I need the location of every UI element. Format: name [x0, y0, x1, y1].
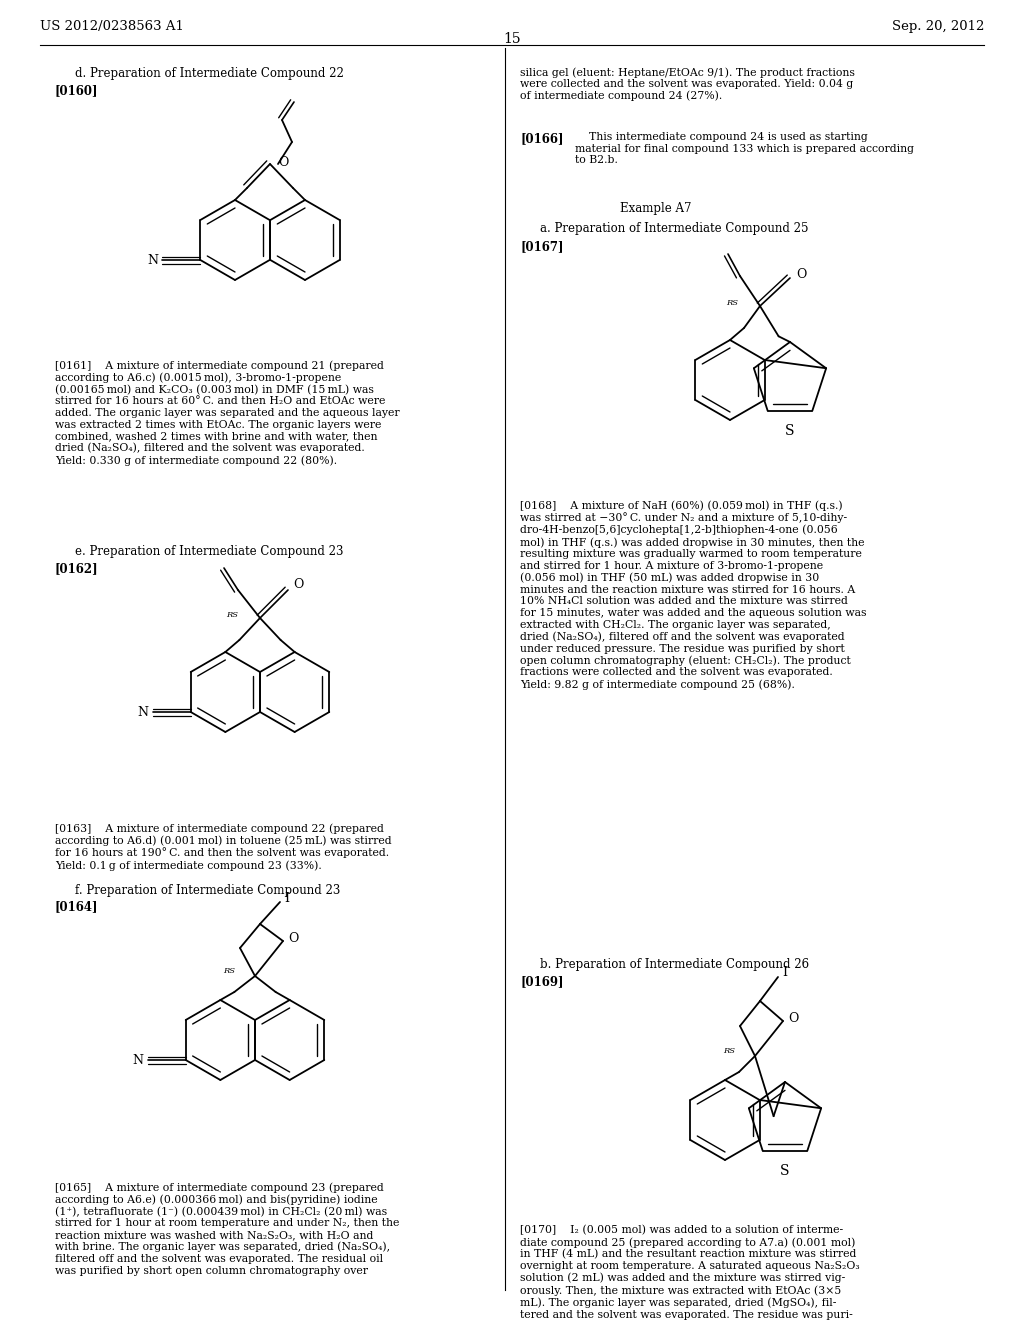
Text: O: O: [788, 1012, 799, 1026]
Text: [0164]: [0164]: [55, 900, 98, 913]
Text: [0160]: [0160]: [55, 84, 98, 96]
Text: d. Preparation of Intermediate Compound 22: d. Preparation of Intermediate Compound …: [75, 67, 344, 81]
Text: 15: 15: [503, 32, 521, 46]
Text: RS: RS: [726, 300, 738, 308]
Text: RS: RS: [226, 611, 238, 619]
Text: RS: RS: [223, 968, 234, 975]
Text: e. Preparation of Intermediate Compound 23: e. Preparation of Intermediate Compound …: [75, 545, 343, 558]
Text: [0168]    A mixture of NaH (60%) (0.059 mol) in THF (q.s.)
was stirred at −30° C: [0168] A mixture of NaH (60%) (0.059 mol…: [520, 500, 866, 689]
Text: O: O: [278, 156, 289, 169]
Text: [0161]    A mixture of intermediate compound 21 (prepared
according to A6.c) (0.: [0161] A mixture of intermediate compoun…: [55, 360, 399, 466]
Text: N: N: [137, 705, 148, 718]
Text: [0163]    A mixture of intermediate compound 22 (prepared
according to A6.d) (0.: [0163] A mixture of intermediate compoun…: [55, 822, 391, 871]
Text: O: O: [288, 932, 298, 945]
Text: I: I: [284, 891, 289, 904]
Text: a. Preparation of Intermediate Compound 25: a. Preparation of Intermediate Compound …: [540, 222, 809, 235]
Text: RS: RS: [723, 1047, 735, 1055]
Text: O: O: [293, 578, 303, 591]
Text: This intermediate compound 24 is used as starting
material for final compound 13: This intermediate compound 24 is used as…: [575, 132, 914, 165]
Text: [0169]: [0169]: [520, 975, 563, 987]
Text: US 2012/0238563 A1: US 2012/0238563 A1: [40, 20, 184, 33]
Text: I: I: [782, 966, 787, 979]
Text: [0162]: [0162]: [55, 562, 98, 576]
Text: S: S: [785, 424, 795, 438]
Text: b. Preparation of Intermediate Compound 26: b. Preparation of Intermediate Compound …: [540, 958, 809, 972]
Text: N: N: [133, 1053, 143, 1067]
Text: f. Preparation of Intermediate Compound 23: f. Preparation of Intermediate Compound …: [75, 884, 340, 898]
Text: O: O: [796, 268, 806, 281]
Text: N: N: [147, 253, 159, 267]
Text: S: S: [780, 1164, 790, 1177]
Text: silica gel (eluent: Heptane/EtOAc 9/1). The product fractions
were collected and: silica gel (eluent: Heptane/EtOAc 9/1). …: [520, 67, 855, 102]
Text: Example A7: Example A7: [620, 202, 691, 215]
Text: [0166]: [0166]: [520, 132, 563, 145]
Text: [0167]: [0167]: [520, 240, 563, 253]
Text: Sep. 20, 2012: Sep. 20, 2012: [892, 20, 984, 33]
Text: [0170]    I₂ (0.005 mol) was added to a solution of interme-
diate compound 25 (: [0170] I₂ (0.005 mol) was added to a sol…: [520, 1225, 859, 1320]
Text: [0165]    A mixture of intermediate compound 23 (prepared
according to A6.e) (0.: [0165] A mixture of intermediate compoun…: [55, 1181, 399, 1275]
